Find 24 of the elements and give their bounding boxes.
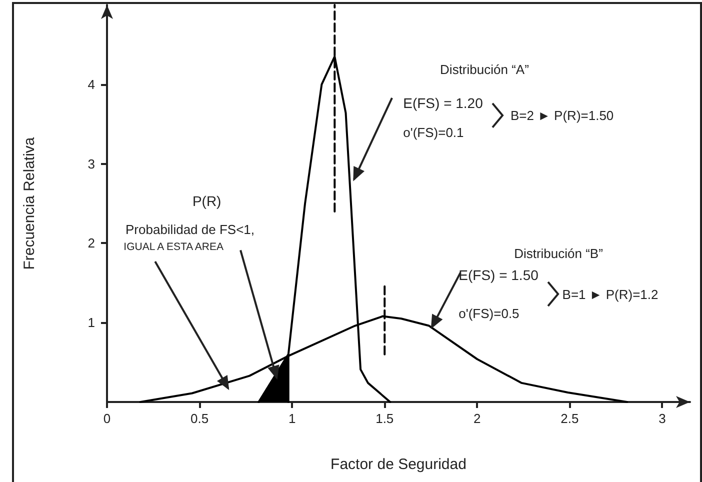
annotation: IGUAL A ESTA AREA	[124, 240, 224, 253]
x-tick-label: 2.5	[560, 411, 579, 426]
x-tick-label: 0.5	[190, 411, 209, 426]
annotation: P(R)	[192, 193, 222, 210]
x-tick-label: 3	[658, 411, 666, 426]
annotation: E(FS) = 1.20	[403, 94, 483, 111]
annotation: o'(FS)=0.5	[458, 306, 520, 321]
annotation: Probabilidad de FS<1,	[126, 222, 255, 238]
x-tick-label: 2	[474, 411, 481, 426]
annotation: B=2 ► P(R)=1.50	[510, 108, 614, 123]
annotation: Distribución “A”	[440, 62, 529, 77]
y-tick-label: 2	[88, 236, 95, 251]
y-tick-label: 4	[88, 76, 95, 92]
y-tick-label: 3	[88, 156, 95, 172]
x-tick-label: 1	[288, 411, 296, 426]
x-axis-title: Factor de Seguridad	[330, 456, 466, 473]
x-tick-label: 1.5	[376, 411, 394, 426]
annotation: B=1 ► P(R)=1.2	[562, 286, 658, 302]
x-tick-label: 0	[103, 411, 111, 426]
annotation: Distribución “B”	[514, 246, 603, 262]
annotation: E(FS) = 1.50	[458, 266, 538, 283]
y-tick-label: 1	[88, 315, 95, 330]
annotation: o'(FS)=0.1	[403, 124, 464, 140]
y-axis-title: Frecuencia Relativa	[21, 136, 38, 270]
